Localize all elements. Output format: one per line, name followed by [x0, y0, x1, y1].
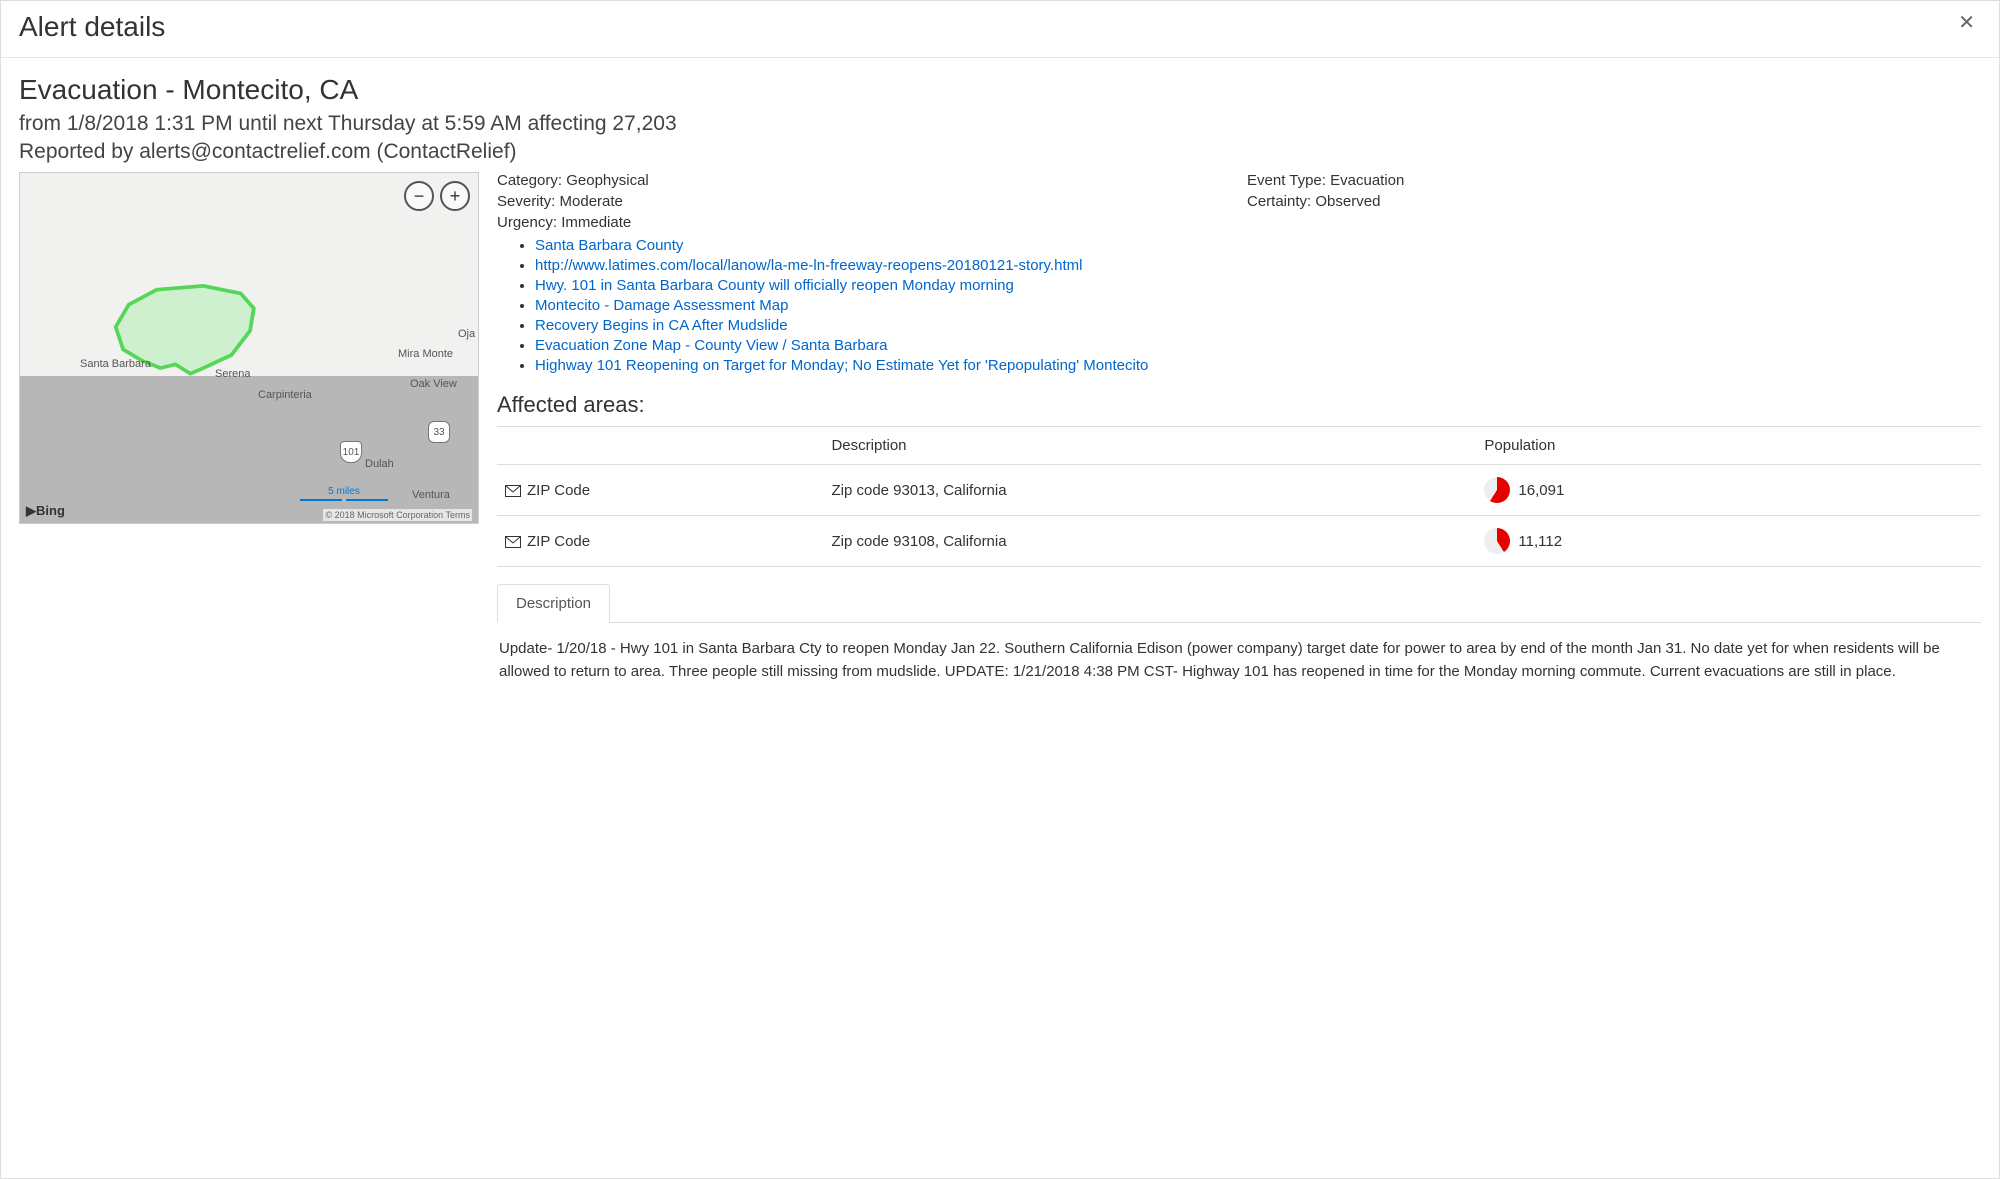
alert-reporter: Reported by alerts@contactrelief.com (Co…	[19, 140, 1981, 164]
map-label-ventura: Ventura	[412, 489, 450, 501]
list-item: Montecito - Damage Assessment Map	[535, 297, 1981, 314]
tabs: Description	[497, 583, 1981, 623]
map-column: − + Santa Barbara Serena Carpinteria Oja…	[19, 172, 479, 698]
modal-title: Alert details	[19, 11, 165, 43]
modal-header: Alert details ✕	[1, 1, 1999, 58]
related-link[interactable]: Montecito - Damage Assessment Map	[535, 297, 788, 314]
related-link[interactable]: Hwy. 101 in Santa Barbara County will of…	[535, 277, 1014, 294]
map-sea	[20, 376, 478, 523]
related-links-list: Santa Barbara County http://www.latimes.…	[497, 237, 1981, 374]
alert-timeframe: from 1/8/2018 1:31 PM until next Thursda…	[19, 112, 1981, 136]
table-row: ZIP Code Zip code 93013, California 16,0…	[497, 465, 1981, 516]
table-row: ZIP Code Zip code 93108, California 11,1…	[497, 516, 1981, 567]
alert-details-modal: Alert details ✕ Evacuation - Montecito, …	[0, 0, 2000, 1179]
meta-grid: Category: Geophysical Event Type: Evacua…	[497, 172, 1981, 231]
meta-urgency: Urgency: Immediate	[497, 214, 1231, 231]
related-link[interactable]: Highway 101 Reopening on Target for Mond…	[535, 357, 1148, 374]
related-link[interactable]: Santa Barbara County	[535, 237, 683, 254]
col-description: Description	[823, 427, 1476, 465]
list-item: Evacuation Zone Map - County View / Sant…	[535, 337, 1981, 354]
col-blank	[497, 427, 823, 465]
zoom-in-button[interactable]: +	[440, 181, 470, 211]
related-link[interactable]: Recovery Begins in CA After Mudslide	[535, 317, 788, 334]
map-scale-label: 5 miles	[328, 486, 360, 497]
modal-content: Evacuation - Montecito, CA from 1/8/2018…	[1, 58, 1999, 714]
population-value: 11,112	[1518, 533, 1562, 550]
body-row: − + Santa Barbara Serena Carpinteria Oja…	[19, 172, 1981, 698]
envelope-icon	[505, 485, 521, 497]
meta-category: Category: Geophysical	[497, 172, 1231, 189]
alert-headline: Evacuation - Montecito, CA	[19, 74, 1981, 106]
list-item: Recovery Begins in CA After Mudslide	[535, 317, 1981, 334]
tab-description[interactable]: Description	[497, 584, 610, 623]
area-population-cell: 11,112	[1476, 516, 1981, 567]
related-link[interactable]: http://www.latimes.com/local/lanow/la-me…	[535, 257, 1082, 274]
route-shield-33: 33	[428, 421, 450, 443]
envelope-icon	[505, 536, 521, 548]
map-attribution[interactable]: © 2018 Microsoft Corporation Terms	[323, 509, 472, 521]
list-item: Santa Barbara County	[535, 237, 1981, 254]
map-label-carpinteria: Carpinteria	[258, 389, 312, 401]
col-population: Population	[1476, 427, 1981, 465]
info-column: Category: Geophysical Event Type: Evacua…	[497, 172, 1981, 698]
population-pie-icon	[1484, 477, 1510, 503]
map-zoom-controls: − +	[404, 181, 470, 211]
description-body: Update- 1/20/18 - Hwy 101 in Santa Barba…	[497, 623, 1981, 698]
map-label-mira-monte: Mira Monte	[398, 348, 453, 360]
related-link[interactable]: Evacuation Zone Map - County View / Sant…	[535, 337, 887, 354]
affected-areas-table: Description Population ZIP Code Zip code…	[497, 426, 1981, 567]
map-label-oja: Oja	[458, 328, 475, 340]
map-scale: 5 miles	[300, 486, 388, 501]
table-header-row: Description Population	[497, 427, 1981, 465]
affected-areas-heading: Affected areas:	[497, 392, 1981, 418]
area-description-cell: Zip code 93013, California	[823, 465, 1476, 516]
meta-certainty: Certainty: Observed	[1247, 193, 1981, 210]
map[interactable]: − + Santa Barbara Serena Carpinteria Oja…	[19, 172, 479, 524]
map-label-oak-view: Oak View	[410, 378, 457, 390]
meta-event-type: Event Type: Evacuation	[1247, 172, 1981, 189]
map-label-santa-barbara: Santa Barbara	[80, 358, 151, 370]
meta-severity: Severity: Moderate	[497, 193, 1231, 210]
route-shield-101: 101	[340, 441, 362, 463]
list-item: http://www.latimes.com/local/lanow/la-me…	[535, 257, 1981, 274]
zoom-out-button[interactable]: −	[404, 181, 434, 211]
population-pie-icon	[1484, 528, 1510, 554]
area-type-cell: ZIP Code	[497, 465, 823, 516]
area-description-cell: Zip code 93108, California	[823, 516, 1476, 567]
population-value: 16,091	[1518, 482, 1564, 499]
map-label-serena: Serena	[215, 368, 250, 380]
list-item: Hwy. 101 in Santa Barbara County will of…	[535, 277, 1981, 294]
close-icon[interactable]: ✕	[1952, 11, 1981, 35]
map-provider-logo: ▶Bing	[26, 503, 65, 519]
area-type-cell: ZIP Code	[497, 516, 823, 567]
area-population-cell: 16,091	[1476, 465, 1981, 516]
map-label-dulah: Dulah	[365, 458, 394, 470]
list-item: Highway 101 Reopening on Target for Mond…	[535, 357, 1981, 374]
